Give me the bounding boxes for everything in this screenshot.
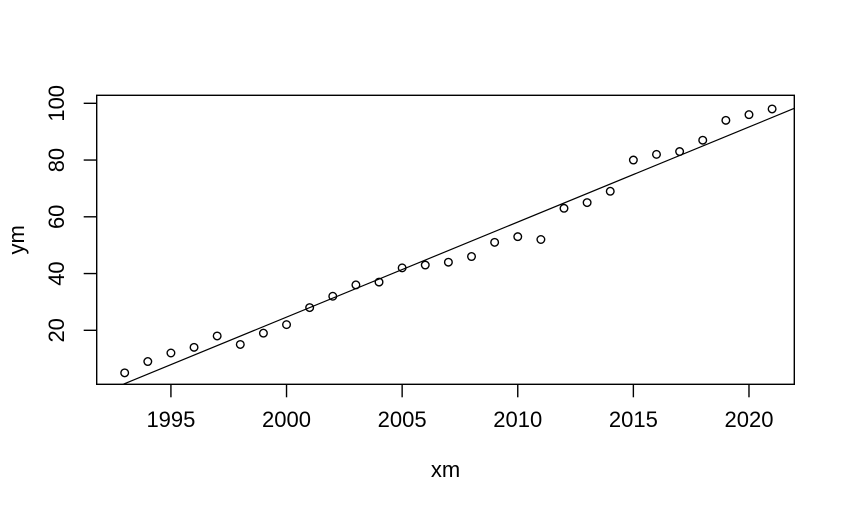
data-point: [628, 155, 638, 165]
data-point: [443, 257, 453, 267]
data-point: [258, 328, 268, 338]
x-axis-title: xm: [431, 457, 460, 482]
data-point: [582, 198, 592, 208]
data-point: [467, 252, 477, 262]
y-tick-label: 80: [44, 148, 69, 172]
data-point: [698, 135, 708, 145]
data-point: [235, 339, 245, 349]
y-axis-title: ym: [4, 225, 29, 254]
data-point: [282, 320, 292, 330]
regression-line: [122, 107, 795, 385]
y-tick-label: 40: [44, 261, 69, 285]
y-tick-label: 60: [44, 205, 69, 229]
data-point: [721, 115, 731, 125]
plot-box: [95, 94, 795, 386]
data-points: [120, 104, 777, 378]
data-point: [559, 203, 569, 213]
x-tick-label: 2005: [378, 407, 427, 432]
x-tick-label: 2010: [493, 407, 542, 432]
data-point: [305, 303, 315, 313]
data-point: [351, 280, 361, 290]
data-point: [328, 291, 338, 301]
x-tick-label: 2020: [725, 407, 774, 432]
x-tick-label: 2015: [609, 407, 658, 432]
data-point: [490, 237, 500, 247]
x-tick-label: 2000: [262, 407, 311, 432]
data-point: [767, 104, 777, 114]
x-tick-label: 1995: [146, 407, 195, 432]
data-point: [374, 277, 384, 287]
data-point: [189, 342, 199, 352]
data-point: [143, 357, 153, 367]
data-point: [536, 235, 546, 245]
y-tick-label: 20: [44, 318, 69, 342]
data-point: [513, 232, 523, 242]
y-tick-label: 100: [44, 85, 69, 122]
data-point: [605, 186, 615, 196]
y-axis-tick-labels: 20 40 60 80 100: [44, 85, 69, 343]
data-point: [212, 331, 222, 341]
data-point: [675, 147, 685, 157]
y-axis-ticks: [83, 102, 97, 332]
data-point: [397, 263, 407, 273]
data-point: [166, 348, 176, 358]
data-point: [744, 110, 754, 120]
data-point: [420, 260, 430, 270]
data-point: [120, 368, 130, 378]
data-point: [651, 149, 661, 159]
x-axis-ticks: [170, 384, 750, 398]
x-axis-tick-labels: 1995 2000 2005 2010 2015 2020: [146, 407, 773, 432]
